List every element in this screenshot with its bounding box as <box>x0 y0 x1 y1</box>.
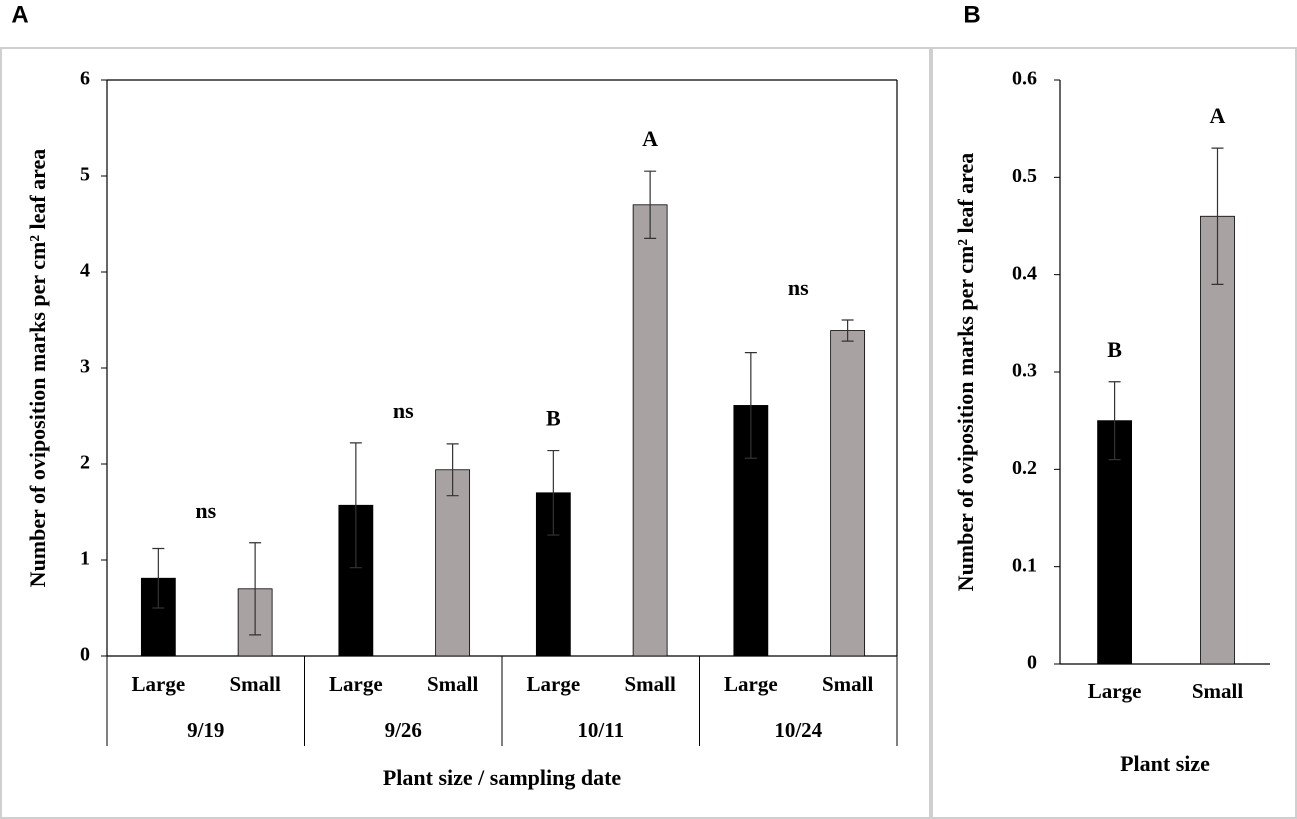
error-bar <box>249 542 262 636</box>
bar <box>435 469 471 657</box>
annotation: B <box>546 406 561 431</box>
x-axis-title: Plant size / sampling date <box>383 765 622 790</box>
group-label: 9/19 <box>187 718 224 742</box>
annotation: ns <box>393 398 414 423</box>
error-bar <box>547 449 560 536</box>
y-tick-label: 0.6 <box>1012 68 1037 90</box>
error-bar <box>644 170 657 239</box>
y-tick-label: 0.2 <box>1012 457 1037 479</box>
y-tick-label: 0.1 <box>1012 554 1037 576</box>
bar <box>632 204 668 657</box>
x-tick-label: Large <box>1088 679 1142 703</box>
y-tick-label: 0.3 <box>1012 360 1037 382</box>
error-bar <box>1108 381 1121 461</box>
y-tick-label: 2 <box>80 452 90 474</box>
x-tick-label: Large <box>132 672 186 696</box>
panel-label: A <box>11 1 28 28</box>
panel-label: B <box>963 1 980 28</box>
error-bar <box>349 442 362 569</box>
panel-frame <box>0 47 931 819</box>
error-bar <box>744 352 757 459</box>
x-tick-label: Small <box>822 672 874 696</box>
y-axis-title: Number of oviposition marks per cm² leaf… <box>25 149 50 588</box>
annotation: A <box>642 126 658 151</box>
bar <box>830 330 866 657</box>
x-tick-label: Small <box>624 672 676 696</box>
x-tick-label: Small <box>229 672 281 696</box>
annotation: A <box>1210 103 1226 128</box>
y-tick-label: 0 <box>80 644 90 666</box>
y-axis-title: Number of oviposition marks per cm² leaf… <box>953 153 978 592</box>
x-tick-label: Large <box>724 672 778 696</box>
y-tick-label: 0.4 <box>1012 262 1037 284</box>
x-axis-title: Plant size <box>1120 751 1210 776</box>
bar <box>1097 420 1132 665</box>
y-tick-label: 6 <box>80 68 90 90</box>
y-tick-label: 3 <box>80 356 90 378</box>
y-tick-label: 0 <box>1027 652 1037 674</box>
bar <box>535 492 571 657</box>
panel-frame <box>931 47 1297 819</box>
group-label: 10/11 <box>577 718 624 742</box>
annotation: ns <box>195 498 216 523</box>
error-bar <box>446 443 459 497</box>
error-bar <box>841 319 854 342</box>
x-tick-label: Small <box>1192 679 1244 703</box>
y-tick-label: 1 <box>80 548 90 570</box>
x-tick-label: Small <box>427 672 479 696</box>
group-label: 10/24 <box>774 718 822 742</box>
y-tick-label: 4 <box>80 260 90 282</box>
x-tick-label: Large <box>329 672 383 696</box>
group-label: 9/26 <box>385 718 422 742</box>
error-bar <box>152 547 165 609</box>
annotation: B <box>1107 337 1122 362</box>
x-tick-label: Large <box>527 672 581 696</box>
y-tick-label: 5 <box>80 164 90 186</box>
bar <box>1200 215 1235 665</box>
y-tick-label: 0.5 <box>1012 165 1037 187</box>
annotation: ns <box>788 275 809 300</box>
error-bar <box>1211 147 1224 285</box>
